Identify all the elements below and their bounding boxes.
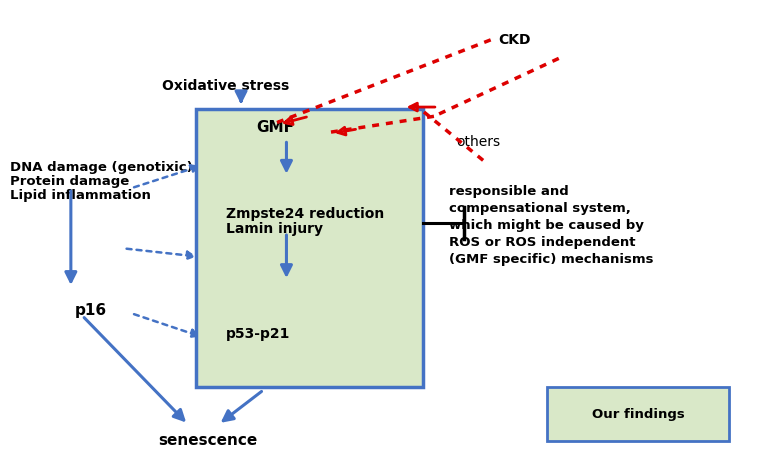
Text: Oxidative stress: Oxidative stress <box>162 79 289 93</box>
Text: Lamin injury: Lamin injury <box>226 222 323 236</box>
Text: p53-p21: p53-p21 <box>226 327 290 341</box>
Text: GMF: GMF <box>256 121 294 136</box>
Text: p16: p16 <box>75 303 107 318</box>
Text: CKD: CKD <box>498 33 531 47</box>
Text: Zmpste24 reduction: Zmpste24 reduction <box>226 207 384 220</box>
FancyBboxPatch shape <box>547 387 729 441</box>
Text: others: others <box>456 135 501 149</box>
Text: senescence: senescence <box>158 433 257 448</box>
Text: DNA damage (genotixic): DNA damage (genotixic) <box>11 161 193 174</box>
Text: responsible and
compensational system,
which might be caused by
ROS or ROS indep: responsible and compensational system, w… <box>449 185 654 266</box>
Text: Protein damage: Protein damage <box>11 175 130 188</box>
Text: Our findings: Our findings <box>592 408 684 421</box>
FancyBboxPatch shape <box>196 109 423 387</box>
Text: Lipid inflammation: Lipid inflammation <box>11 189 151 202</box>
